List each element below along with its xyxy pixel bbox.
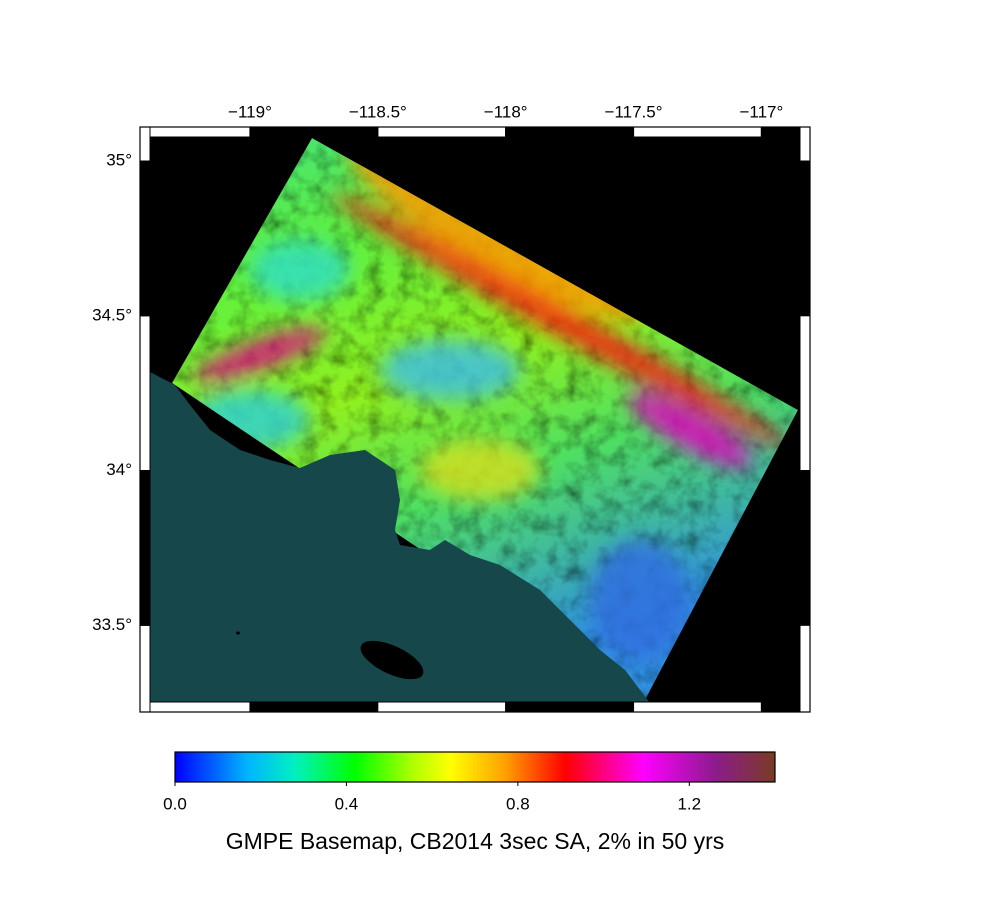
frame-segment [799,160,811,317]
colorbar-tick-label: 0.4 [335,794,359,813]
frame-segment [139,160,151,317]
frame-segment [139,126,151,162]
ocean [150,372,650,703]
frame-segment [799,624,811,713]
frame-segment [799,470,811,626]
colorbar-tick-label: 0.8 [506,794,530,813]
frame-segment [249,126,379,138]
map-ticks: −119° −118.5° −118° −117.5° −117° 35° 34.5° 34°… [92,102,783,633]
frame-segment [505,126,635,138]
y-tick-label: 33.5° [92,615,132,634]
frame-segment [139,624,151,713]
colorbar-title: GMPE Basemap, CB2014 3sec SA, 2% in 50 y… [226,828,725,854]
frame-border [139,126,811,713]
y-tick-label: 35° [106,151,132,170]
x-tick-label: −117.5° [605,102,663,121]
colorbar [174,751,776,783]
island [236,631,240,635]
island [360,640,424,680]
frame-segment [139,701,251,713]
colorbar-tick-label: 0.0 [163,794,187,813]
frame-segment [249,701,379,713]
frame-segment [505,701,635,713]
frame-segment [799,126,811,162]
frame-segment [633,701,762,713]
x-tick-label: −119° [228,102,272,121]
frame-segment [633,126,762,138]
frame-segment [139,126,251,138]
colorbar-ticks: 0.0 0.4 0.8 1.2 [163,782,701,813]
y-tick-label: 34° [106,460,132,479]
x-tick-label: −117° [739,102,783,121]
frame-segment [139,315,151,472]
frame-segment [377,701,507,713]
frame-segment [799,315,811,472]
x-tick-label: −118.5° [349,102,407,121]
frame-segment [377,126,507,138]
y-tick-label: 34.5° [92,305,132,324]
frame-segment [139,470,151,626]
map-frame [139,126,811,713]
colorbar-tick-label: 1.2 [677,794,701,813]
x-tick-label: −118° [484,102,528,121]
